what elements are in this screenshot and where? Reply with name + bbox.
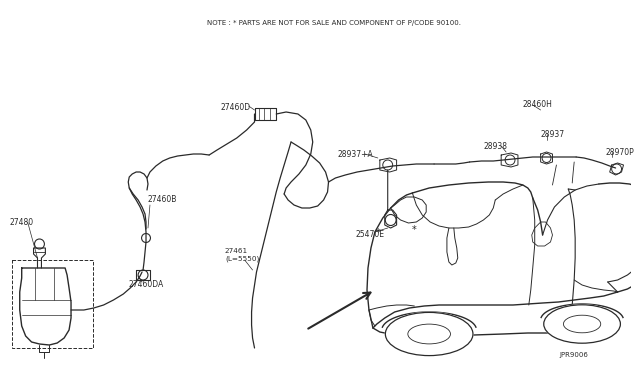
Text: 25470E: 25470E <box>355 230 384 239</box>
Text: 27460B: 27460B <box>148 195 177 204</box>
Text: JPR9006: JPR9006 <box>559 352 588 358</box>
Text: 27461
(L=5550): 27461 (L=5550) <box>225 248 259 262</box>
Text: NOTE : * PARTS ARE NOT FOR SALE AND COMPONENT OF P/CODE 90100.: NOTE : * PARTS ARE NOT FOR SALE AND COMP… <box>207 20 461 26</box>
Text: 27480: 27480 <box>10 218 34 227</box>
Text: *: * <box>412 225 417 235</box>
Text: 28970P: 28970P <box>605 148 634 157</box>
Bar <box>12 260 93 348</box>
Text: 27460DA: 27460DA <box>128 280 163 289</box>
Text: 28937+A: 28937+A <box>337 150 373 159</box>
Ellipse shape <box>544 305 620 343</box>
Text: *: * <box>376 228 380 238</box>
Text: 28460H: 28460H <box>523 100 553 109</box>
Text: 28937: 28937 <box>541 130 564 139</box>
Text: 27460D: 27460D <box>221 103 251 112</box>
Ellipse shape <box>385 312 473 356</box>
Text: 28938: 28938 <box>483 142 508 151</box>
